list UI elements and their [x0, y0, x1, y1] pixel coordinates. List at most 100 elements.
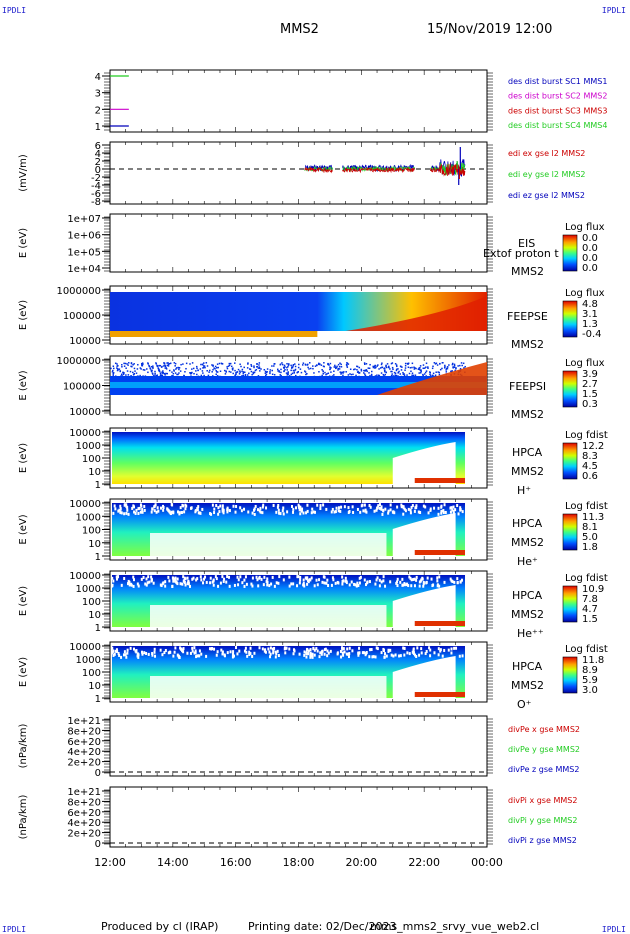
divpe-frame: [109, 715, 488, 777]
feepsi-speckle: [381, 362, 383, 364]
feepsi-speckle: [368, 372, 370, 374]
dist-ytick-label: 3: [95, 89, 101, 100]
feepsi-colorbar-tick: 0.3: [582, 399, 598, 410]
feepsi-speckle: [253, 371, 256, 374]
hpca_he2-gap: [183, 576, 186, 580]
hpca_he2-gap: [186, 582, 189, 586]
hpca_o-gap: [273, 646, 276, 650]
hpca_he-gap: [306, 509, 309, 513]
feepsi-speckle: [297, 366, 300, 369]
feepsi-colorbar-tick: 1.5: [582, 389, 598, 400]
feepsi-speckle: [132, 374, 135, 376]
feepsi-speckle: [182, 363, 184, 365]
feepsi-speckle: [464, 365, 466, 368]
hpca_he2-gap: [436, 576, 439, 580]
hpca_he2-gap: [176, 577, 179, 581]
feepsi-speckle: [422, 373, 424, 376]
hpca_o-gap: [443, 648, 446, 652]
hpca_he2-gap: [422, 584, 425, 588]
feepsi-speckle: [380, 363, 383, 366]
hpca_he-gap: [196, 507, 199, 511]
divpi-legend-item: divPi y gse MMS2: [508, 816, 577, 825]
hpca_o-gap: [319, 651, 322, 655]
hpca_he-gap: [330, 510, 333, 514]
hpca_o-gap: [402, 646, 405, 650]
feepsi-speckle: [148, 365, 151, 368]
hpca_he2-gap: [128, 583, 131, 587]
divpi-frame: [109, 786, 488, 848]
hpca_o-ylabel: E (eV): [18, 657, 29, 687]
footer-script-name: mms_mms2_srvy_vue_web2.cl: [370, 920, 540, 933]
hpca_he-gap: [299, 512, 302, 516]
feepsi-speckle: [432, 365, 434, 368]
feepsi-speckle: [253, 366, 255, 369]
feepsi-speckle: [257, 375, 260, 377]
edi-series-trace: [304, 166, 333, 174]
feepsi-speckle: [322, 372, 325, 375]
hpca_he2-gap: [419, 579, 422, 583]
feepsi-speckle: [384, 370, 386, 373]
hpca_o-gap: [369, 648, 372, 652]
hpca_he-gap: [411, 504, 414, 508]
feepsi-speckle: [363, 372, 365, 374]
hpca_o-gap: [221, 650, 224, 654]
feepsi-speckle: [204, 366, 206, 369]
feepsi-speckle: [214, 368, 216, 370]
hpca_o-gap: [342, 653, 345, 657]
feepsi-speckle: [231, 368, 234, 370]
feepsi-speckle: [220, 362, 223, 365]
feepsi-speckle: [341, 371, 343, 373]
feepsi-speckle: [376, 365, 378, 367]
hpca_he-gap: [282, 512, 285, 516]
hpca_o-gap: [178, 655, 181, 659]
feepse-energetic-region: [317, 296, 487, 331]
feepsi-speckle: [248, 368, 251, 370]
feepsi-speckle: [420, 370, 422, 373]
hpca_he2-label-mms: MMS2: [511, 608, 544, 621]
hpca_he-gap: [137, 507, 140, 511]
feepse-colorbar: [562, 300, 578, 338]
feepsi-speckle: [171, 371, 173, 373]
hpca_he2-gap: [111, 583, 114, 587]
feepsi-speckle: [229, 362, 232, 365]
feepsi-speckle: [205, 362, 208, 364]
feepsi-speckle: [408, 372, 411, 375]
feepsi-speckle: [177, 373, 179, 376]
hpca_he-gap: [125, 511, 128, 515]
hpca_he-gap: [201, 507, 204, 511]
hpca_o-gap: [264, 650, 267, 654]
hpca_he2-gap: [251, 584, 254, 588]
hpca_o-gap: [191, 646, 194, 650]
hpca_o-gap: [429, 648, 432, 652]
hpca_o-gap: [275, 652, 278, 656]
edi-ytick-label: 0: [95, 165, 101, 176]
feepsi-speckle: [239, 371, 241, 373]
feepsi-speckle: [367, 367, 370, 369]
hpca_o-gap: [380, 651, 383, 655]
feepsi-speckle: [370, 373, 373, 376]
feepsi-speckle: [211, 371, 213, 373]
feepsi-speckle: [288, 363, 290, 366]
edi-legend-item: edi ex gse l2 MMS2: [508, 149, 585, 158]
feepsi-speckle: [121, 364, 123, 366]
feepsi-speckle: [425, 362, 428, 365]
feepsi-speckle: [431, 374, 434, 377]
hpca_he-gap: [277, 504, 280, 508]
feepsi-speckle: [132, 364, 134, 366]
hpca_o-gap: [357, 653, 360, 657]
hpca_o-gap: [213, 647, 216, 651]
feepsi-speckle: [239, 370, 241, 372]
hpca_o-gap: [375, 646, 378, 650]
feepsi-speckle: [413, 366, 415, 369]
hpca_o-gap: [415, 654, 418, 658]
hpca_he2-gap: [215, 577, 218, 581]
feepsi-speckle: [455, 367, 457, 370]
feepsi-speckle: [280, 371, 282, 374]
header-datetime: 15/Nov/2019 12:00: [427, 22, 553, 37]
hpca_he2-gap: [375, 578, 378, 582]
divpi-ytick-label: 4e+20: [67, 818, 101, 829]
feepsi-speckle: [372, 365, 374, 368]
feepsi-speckle: [365, 363, 368, 365]
feepsi-speckle: [273, 365, 275, 367]
hpca_he-gap: [234, 510, 237, 514]
